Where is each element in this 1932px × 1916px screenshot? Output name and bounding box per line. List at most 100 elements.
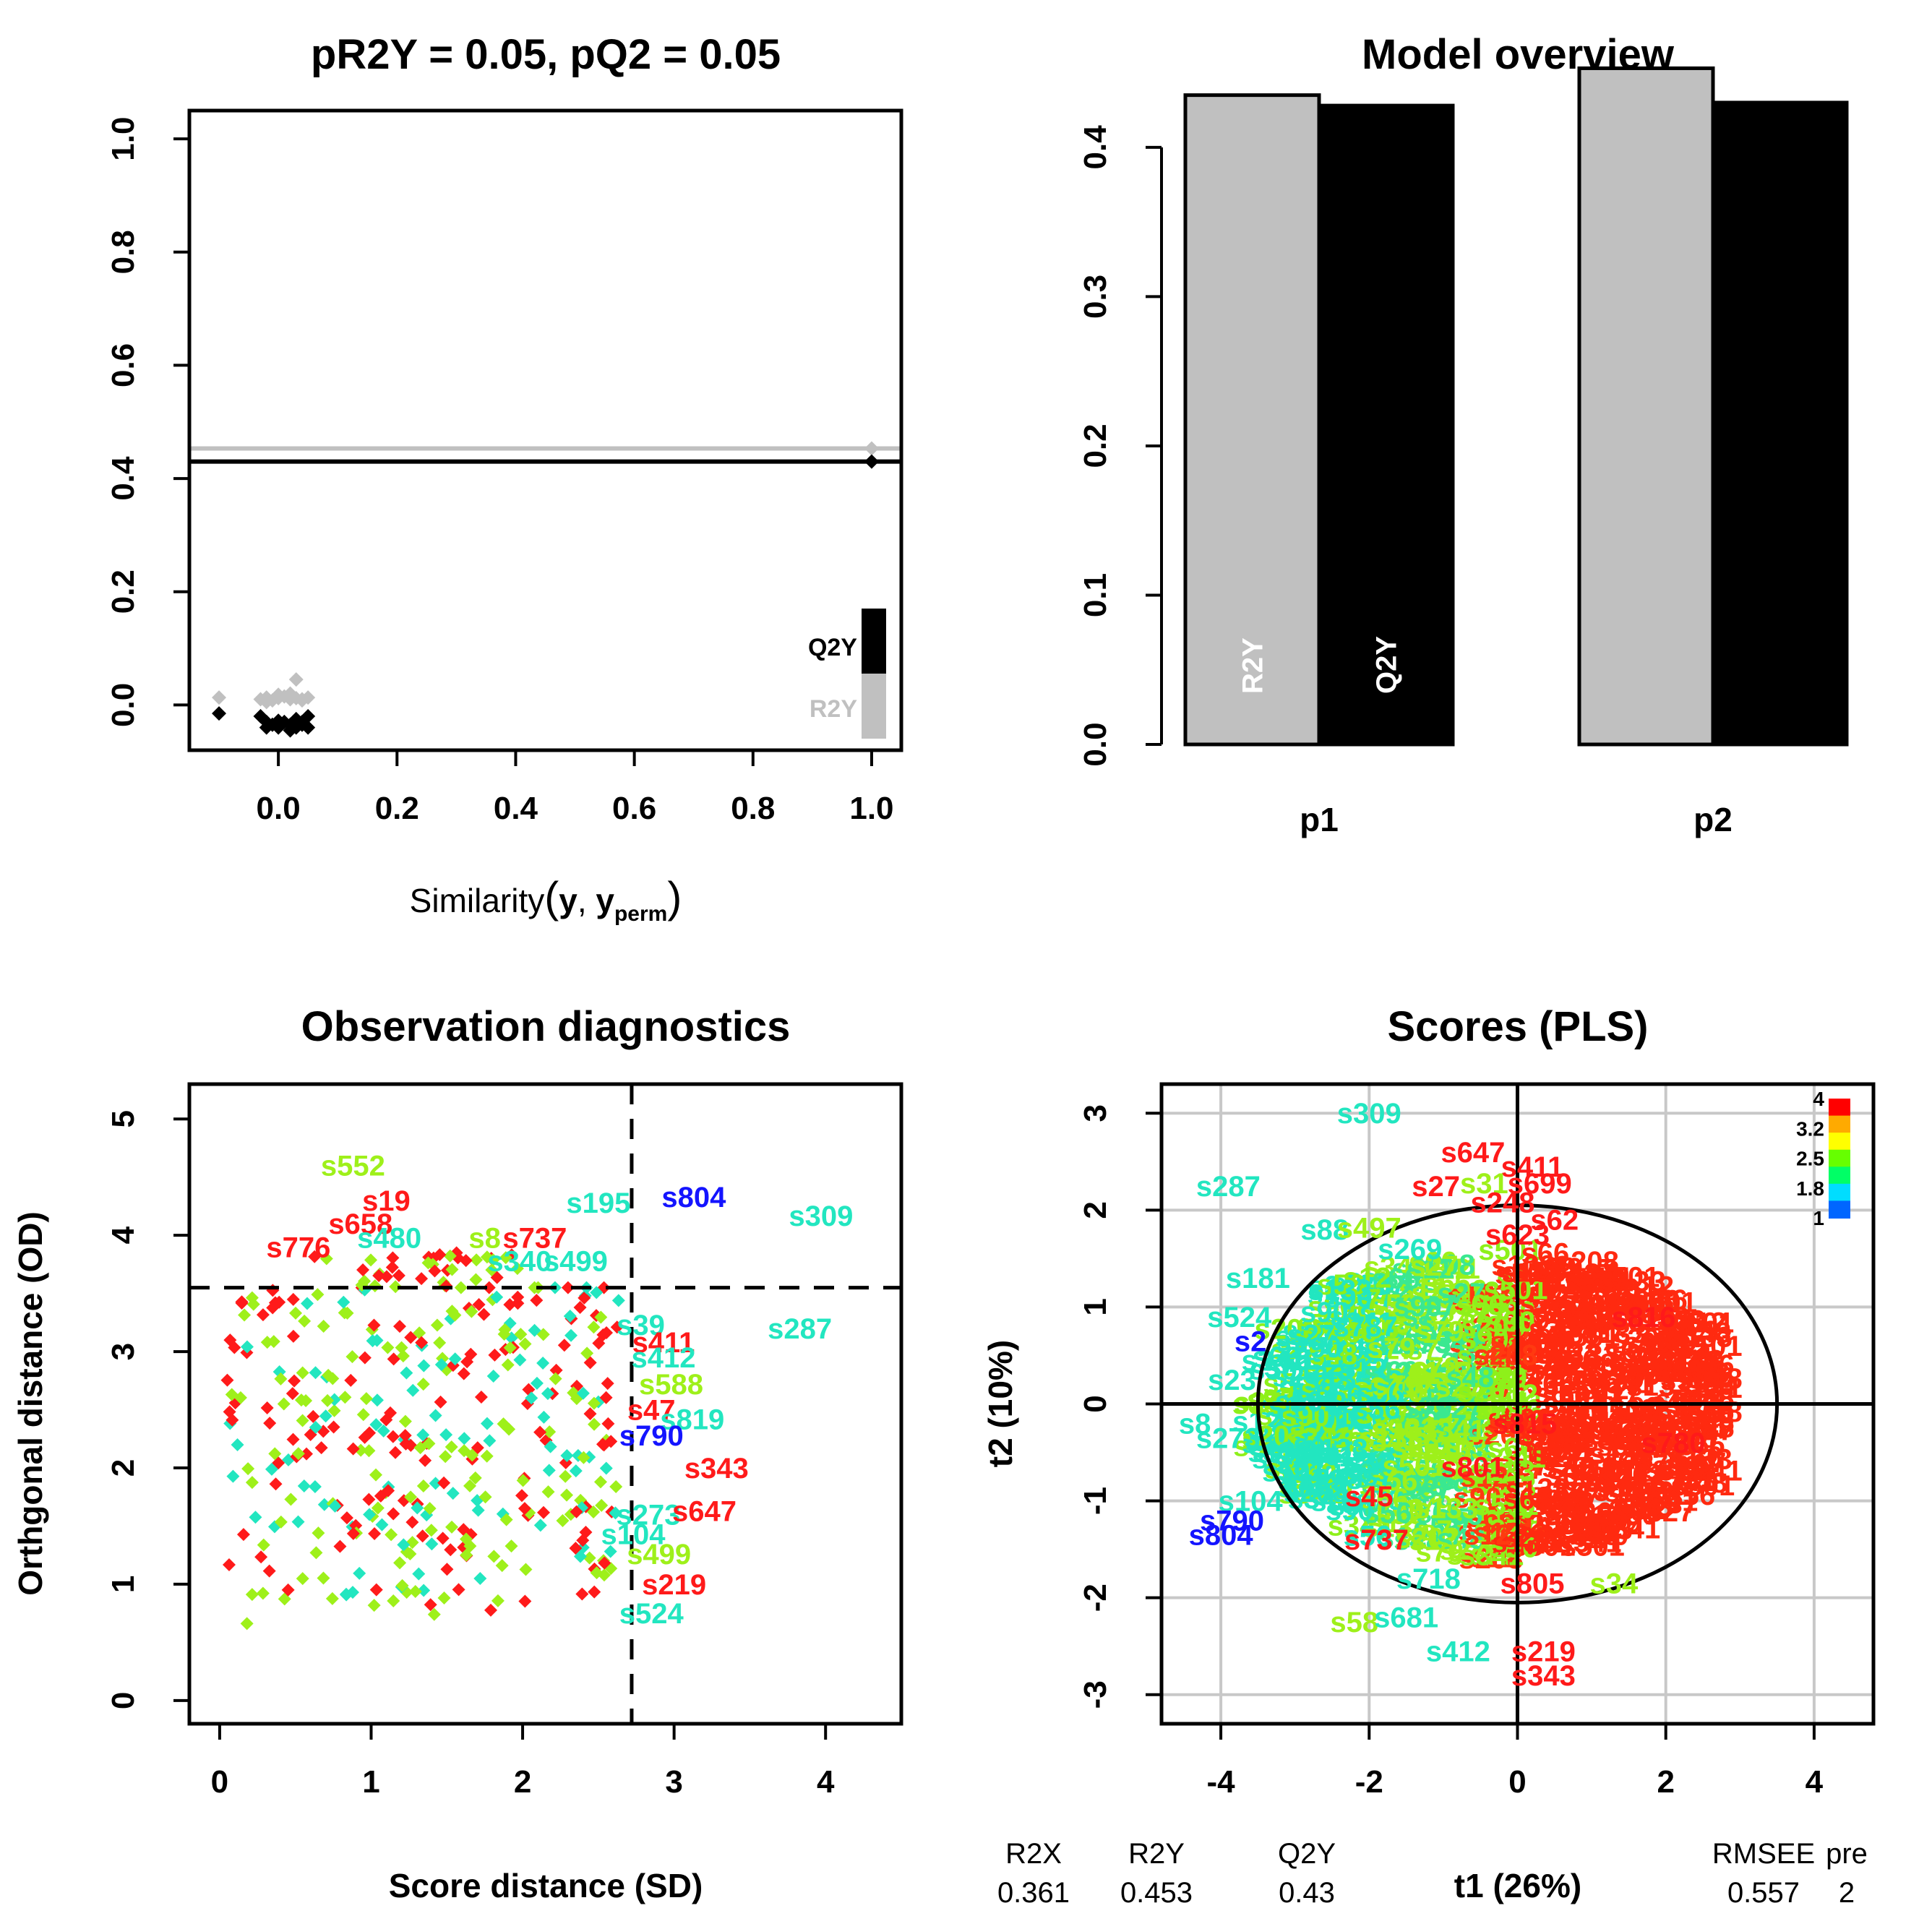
score-point: s7 xyxy=(1411,1276,1443,1308)
score-point: s12 xyxy=(1619,1494,1667,1526)
stat-value: 2 xyxy=(1839,1877,1855,1909)
score-point: s208 xyxy=(1450,1326,1514,1357)
observation-point xyxy=(245,1588,259,1602)
score-point: s341 xyxy=(1313,1404,1377,1435)
score-point: s133 xyxy=(1268,1391,1333,1423)
score-point: s501 xyxy=(1487,1404,1552,1435)
observation-point xyxy=(233,1391,247,1404)
score-point-label: s273 xyxy=(1196,1422,1261,1454)
y-tick-label: 1 xyxy=(1078,1298,1113,1315)
score-point: s7 xyxy=(1263,1383,1296,1414)
score-point: s48 xyxy=(1274,1412,1323,1443)
observation-point xyxy=(245,1476,259,1490)
observation-point xyxy=(386,1430,400,1443)
score-point: s7 xyxy=(1364,1308,1396,1340)
score-point: s208 xyxy=(1611,1323,1675,1355)
observation-point xyxy=(437,1591,451,1604)
score-point: s56 xyxy=(1399,1471,1448,1503)
score-point: s48 xyxy=(1437,1524,1485,1555)
score-point: s341 xyxy=(1348,1370,1412,1401)
score-point: s66 xyxy=(1372,1263,1420,1295)
score-point: s12 xyxy=(1281,1464,1330,1495)
score-point: s79 xyxy=(1593,1367,1641,1399)
observation-point xyxy=(370,1393,384,1407)
score-point: s12 xyxy=(1316,1333,1365,1365)
observation-point xyxy=(578,1291,591,1305)
score-point: s208 xyxy=(1592,1393,1657,1425)
observation-point xyxy=(518,1502,531,1516)
y-tick-label: 0.4 xyxy=(1078,125,1113,170)
x-tick-label: 0.6 xyxy=(612,791,656,826)
score-point: s341 xyxy=(1407,1435,1471,1467)
score-point: s48 xyxy=(1397,1480,1446,1512)
observation-point xyxy=(599,1461,613,1475)
score-point: s133 xyxy=(1285,1473,1349,1505)
score-point: s501 xyxy=(1511,1531,1576,1563)
observation-point xyxy=(472,1298,486,1312)
observation-point xyxy=(236,1528,250,1542)
score-point: s12 xyxy=(1473,1518,1521,1550)
score-point: s79 xyxy=(1620,1477,1668,1508)
observation-point xyxy=(344,1373,358,1387)
score-point-label: s815 xyxy=(1493,1408,1557,1440)
bar-r2y-p1 xyxy=(1183,93,1321,747)
y-tick-label: 2 xyxy=(106,1459,141,1477)
score-point: s133 xyxy=(1318,1344,1382,1376)
score-point: s90 xyxy=(1276,1328,1325,1359)
score-point: s90 xyxy=(1308,1405,1356,1437)
observation-point xyxy=(601,1417,615,1430)
stat-name: R2X xyxy=(1005,1838,1062,1870)
observation-point xyxy=(369,1583,383,1597)
score-point: s48 xyxy=(1608,1351,1657,1383)
score-point: s208 xyxy=(1555,1246,1619,1278)
score-point: s208 xyxy=(1678,1363,1743,1395)
observation-point xyxy=(327,1420,340,1434)
score-point: s56 xyxy=(1370,1465,1418,1497)
observation-point xyxy=(439,1428,453,1442)
score-point: s133 xyxy=(1536,1338,1600,1370)
score-point: s12 xyxy=(1292,1435,1341,1467)
score-point: s208 xyxy=(1354,1462,1418,1494)
score-point: s341 xyxy=(1419,1327,1483,1359)
observation-point xyxy=(483,1434,497,1448)
score-point: s7 xyxy=(1517,1451,1550,1482)
y-tick-label: 1.0 xyxy=(106,117,141,161)
score-point: s90 xyxy=(1456,1289,1505,1321)
score-point: s501 xyxy=(1670,1470,1735,1502)
score-point: s133 xyxy=(1423,1434,1487,1466)
score-point: s79 xyxy=(1271,1409,1320,1441)
score-point: s12 xyxy=(1323,1279,1372,1310)
diagnostics-title: Observation diagnostics xyxy=(301,1003,791,1050)
observation-point xyxy=(533,1425,547,1439)
observation-point xyxy=(583,1407,597,1421)
point-label: s737 xyxy=(502,1222,567,1254)
score-point: s501 xyxy=(1482,1506,1546,1538)
point-label: s552 xyxy=(321,1151,385,1182)
score-point: s48 xyxy=(1683,1318,1731,1349)
score-point: s341 xyxy=(1324,1362,1388,1394)
observation-point xyxy=(473,1572,487,1586)
observation-point xyxy=(346,1526,360,1540)
score-point: s66 xyxy=(1339,1404,1388,1435)
score-point: s79 xyxy=(1517,1305,1566,1337)
score-point: s27 xyxy=(1422,1407,1471,1439)
x-tick-label: 0 xyxy=(1508,1764,1526,1800)
observation-point xyxy=(587,1505,601,1518)
score-point: s7 xyxy=(1663,1311,1696,1343)
observation-point xyxy=(405,1516,419,1529)
score-point: s79 xyxy=(1373,1370,1421,1401)
score-point: s7 xyxy=(1443,1436,1475,1468)
observation-point xyxy=(296,1414,309,1427)
score-point: s133 xyxy=(1608,1491,1673,1523)
score-point: s79 xyxy=(1658,1455,1706,1487)
observation-point xyxy=(321,1393,335,1407)
score-point: s208 xyxy=(1411,1249,1475,1281)
score-point: s27 xyxy=(1597,1457,1646,1489)
score-point: s48 xyxy=(1282,1469,1331,1500)
score-point-label: s737 xyxy=(1344,1524,1409,1556)
score-point: s27 xyxy=(1428,1410,1477,1442)
score-point: s66 xyxy=(1618,1285,1666,1317)
score-point: s66 xyxy=(1323,1352,1371,1383)
observation-point xyxy=(445,1440,458,1453)
observation-point xyxy=(418,1453,432,1467)
